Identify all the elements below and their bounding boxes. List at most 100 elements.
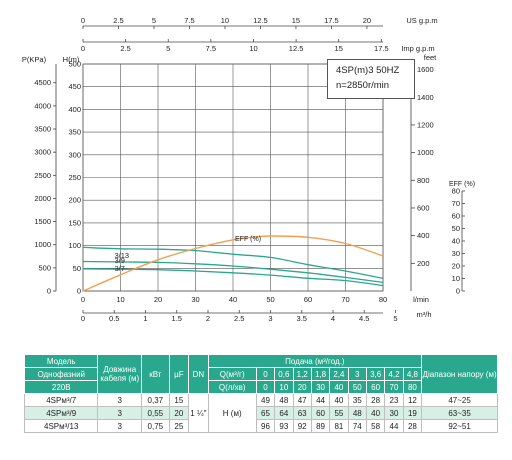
cell-cable-length: 3 xyxy=(97,406,143,420)
tick-label-lmin: 50 xyxy=(266,295,274,304)
th-q-m3-value: 0,6 xyxy=(274,367,294,381)
tick-label-eff: 70 xyxy=(452,199,460,208)
tick-label-m3h: 0 xyxy=(81,314,85,323)
tick-label-eff: 50 xyxy=(452,224,460,233)
cell-head-range: 92~51 xyxy=(421,419,498,433)
th-q-lmin-value: 50 xyxy=(347,380,367,394)
cell-head-value: 64 xyxy=(274,406,294,420)
th-q-lmin-value: 40 xyxy=(329,380,349,394)
axis-label-eff: EFF (%) xyxy=(449,181,475,188)
tick-label-pressure: 1500 xyxy=(34,217,51,226)
tick-label-eff: 40 xyxy=(452,237,460,246)
tick-label-impgpm: 12.5 xyxy=(289,44,304,53)
cell-head-value: 65 xyxy=(255,406,276,420)
cell-kw: 0,55 xyxy=(141,406,170,420)
th-q-m3-value: 4,2 xyxy=(384,367,404,381)
cell-kw: 0,37 xyxy=(141,393,170,407)
th-q-m3: Q(м³/г) xyxy=(207,367,257,381)
tick-label-head: 400 xyxy=(68,105,81,114)
cell-uf: 25 xyxy=(168,419,190,433)
th-model: Модель xyxy=(23,354,99,368)
th-q-lmin-value: 30 xyxy=(310,380,331,394)
tick-label-m3h: 5 xyxy=(393,314,397,323)
tick-label-pressure: 4000 xyxy=(34,101,51,110)
tick-label-feet: 1200 xyxy=(417,120,434,129)
tick-label-m3h: 1 xyxy=(143,314,147,323)
efficiency-curve xyxy=(82,235,384,292)
tick-label-head: 350 xyxy=(68,128,81,137)
th-single-phase: Однофазний xyxy=(23,367,99,381)
tick-label-m3h: 3.5 xyxy=(297,314,307,323)
th-q-lmin-value: 20 xyxy=(292,380,312,394)
axis-label-lmin: l/min xyxy=(413,295,429,304)
tick-label-pressure: 0 xyxy=(47,287,51,296)
cell-head-value: 89 xyxy=(310,419,331,433)
cell-head-value: 63 xyxy=(292,406,312,420)
cell-head-value: 44 xyxy=(384,419,404,433)
cell-head-value: 12 xyxy=(402,393,423,407)
tick-label-head: 300 xyxy=(68,150,81,159)
th-cable-length: Довжина кабеля (м) xyxy=(97,354,143,394)
cell-head-value: 28 xyxy=(365,393,386,407)
tick-label-lmin: 40 xyxy=(229,295,237,304)
table-row: 4SPм³/9 3 0,55 20 65 64 63 60 55 48 40 30 19 63~35 xyxy=(23,406,498,420)
th-voltage: 220В xyxy=(23,380,99,394)
th-q-m3-value: 1,8 xyxy=(310,367,331,381)
axis-label-m3h: m³/h xyxy=(417,310,432,319)
th-q-m3-value: 2,4 xyxy=(329,367,349,381)
tick-label-impgpm: 2.5 xyxy=(120,44,130,53)
tick-label-pressure: 2000 xyxy=(34,194,51,203)
tick-label-m3h: 3 xyxy=(268,314,272,323)
tick-label-head: 500 xyxy=(68,60,81,69)
tick-label-lmin: 30 xyxy=(191,295,199,304)
performance-chart: 050100150200250300350400450500H(m)P(KPa)… xyxy=(22,16,475,323)
cell-cable-length: 3 xyxy=(97,419,143,433)
cell-head-value: 44 xyxy=(310,393,331,407)
series-label-3-9: 3/9 xyxy=(115,256,125,265)
chart-grid xyxy=(82,63,384,292)
tick-label-impgpm: 0 xyxy=(81,44,85,53)
cell-cable-length: 3 xyxy=(97,393,143,407)
th-q-lmin-value: 10 xyxy=(274,380,294,394)
cell-model: 4SPм³/13 xyxy=(23,419,99,433)
tick-label-m3h: 4 xyxy=(331,314,335,323)
chart-subtitle: n=2850r/min xyxy=(336,80,390,91)
tick-label-usgpm: 7.5 xyxy=(184,16,194,25)
axis-label-impgpm: Imp g.p.m xyxy=(401,44,434,53)
spec-table: Модель Довжина кабеля (м) кВт µF DN Пода… xyxy=(23,354,498,433)
th-head-range: Діапазон напору (м) xyxy=(421,354,498,394)
tick-label-feet: 1600 xyxy=(417,65,434,74)
cell-head-value: 48 xyxy=(274,393,294,407)
tick-label-pressure: 3000 xyxy=(34,148,51,157)
tick-label-head: 450 xyxy=(68,82,81,91)
tick-label-impgpm: 10 xyxy=(249,44,257,53)
axis-label-feet: feet xyxy=(424,53,437,62)
tick-label-m3h: 1.5 xyxy=(172,314,182,323)
tick-label-feet: 400 xyxy=(417,231,430,240)
tick-label-usgpm: 5 xyxy=(152,16,156,25)
th-q-lmin-value: 80 xyxy=(402,380,423,394)
tick-label-usgpm: 17.5 xyxy=(324,16,339,25)
tick-label-feet: 1000 xyxy=(417,148,434,157)
tick-label-m3h: 2.5 xyxy=(234,314,244,323)
tick-label-pressure: 500 xyxy=(38,263,51,272)
th-q-m3-value: 4,8 xyxy=(402,367,423,381)
tick-label-lmin: 0 xyxy=(81,295,85,304)
cell-uf: 15 xyxy=(168,393,190,407)
cell-head-value: 74 xyxy=(347,419,367,433)
th-q-lmin-value: 0 xyxy=(255,380,276,394)
axis-label-head: H(m) xyxy=(63,55,80,64)
tick-label-feet: 800 xyxy=(417,176,430,185)
cell-head-range: 47~25 xyxy=(421,393,498,407)
chart-title: 4SP(m)3 50HZ xyxy=(336,65,400,76)
series-label-3-13: 3/13 xyxy=(115,251,130,260)
tick-label-m3h: 0.5 xyxy=(109,314,119,323)
th-q-m3-value: 0 xyxy=(255,367,276,381)
axis-label-usgpm: US g.p.m xyxy=(406,16,437,25)
tick-label-eff: 10 xyxy=(452,274,460,283)
table-row: 4SPм³/7 3 0,37 15 1 ¼" Н (м) 49 48 47 44 40 35 28 23 1… xyxy=(23,393,498,433)
tick-label-impgpm: 7.5 xyxy=(206,44,216,53)
th-q-m3-value: 1,2 xyxy=(292,367,312,381)
cell-head-range: 63~35 xyxy=(421,406,498,420)
cell-head-value: 40 xyxy=(365,406,386,420)
